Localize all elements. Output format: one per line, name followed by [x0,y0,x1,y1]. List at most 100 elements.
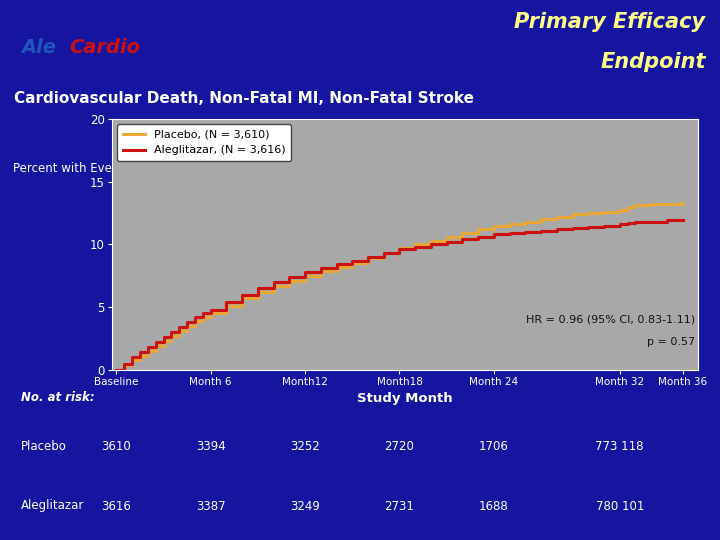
Placebo, (N = 3,610) [348,260,356,266]
Legend: Placebo, (N = 3,610), Aleglitazar, (N = 3,616): Placebo, (N = 3,610), Aleglitazar, (N = … [117,124,291,161]
Aleglitazar, (N = 3,616) [348,258,356,264]
Text: 3394: 3394 [196,440,225,453]
Text: 2731: 2731 [384,500,415,512]
Placebo, (N = 3,610) [458,230,467,237]
Placebo, (N = 3,610) [238,295,246,301]
Placebo, (N = 3,610) [135,353,144,359]
Placebo, (N = 3,610) [411,241,420,247]
Placebo, (N = 3,610) [537,216,546,222]
Aleglitazar, (N = 3,616) [301,269,310,275]
Placebo, (N = 3,610) [199,314,207,320]
Placebo, (N = 3,610) [379,250,388,256]
Placebo, (N = 3,610) [143,348,152,354]
Placebo, (N = 3,610) [490,222,498,229]
Text: HR = 0.96 (95% CI, 0.83-1.11): HR = 0.96 (95% CI, 0.83-1.11) [526,315,696,325]
Aleglitazar, (N = 3,616) [151,339,160,346]
Aleglitazar, (N = 3,616) [552,226,561,233]
Aleglitazar, (N = 3,616) [678,217,687,223]
Placebo, (N = 3,610) [175,328,184,334]
Placebo, (N = 3,610) [678,200,687,206]
Placebo, (N = 3,610) [662,200,671,207]
Text: Placebo: Placebo [22,440,67,453]
Placebo, (N = 3,610) [364,255,372,261]
Placebo, (N = 3,610) [167,333,176,339]
Placebo, (N = 3,610) [191,318,199,324]
Aleglitazar, (N = 3,616) [207,306,215,313]
Aleglitazar, (N = 3,616) [238,292,246,298]
Aleglitazar, (N = 3,616) [191,314,199,320]
Placebo, (N = 3,610) [159,338,168,345]
X-axis label: Study Month: Study Month [357,393,453,406]
Text: 2720: 2720 [384,440,415,453]
Aleglitazar, (N = 3,616) [112,367,121,373]
Placebo, (N = 3,610) [285,278,294,284]
Text: Cardiovascular Death, Non-Fatal MI, Non-Fatal Stroke: Cardiovascular Death, Non-Fatal MI, Non-… [14,91,474,106]
Aleglitazar, (N = 3,616) [285,274,294,280]
Line: Placebo, (N = 3,610): Placebo, (N = 3,610) [117,203,683,370]
Text: 780 101: 780 101 [595,500,644,512]
Aleglitazar, (N = 3,616) [183,319,192,326]
Placebo, (N = 3,610) [127,356,136,363]
Placebo, (N = 3,610) [624,204,632,210]
Aleglitazar, (N = 3,616) [143,344,152,350]
Aleglitazar, (N = 3,616) [269,279,278,285]
Aleglitazar, (N = 3,616) [616,221,624,227]
Aleglitazar, (N = 3,616) [411,244,420,250]
Aleglitazar, (N = 3,616) [253,285,262,292]
Placebo, (N = 3,610) [616,207,624,214]
Aleglitazar, (N = 3,616) [175,324,184,330]
Text: 1688: 1688 [479,500,509,512]
Aleglitazar, (N = 3,616) [167,329,176,335]
Aleglitazar, (N = 3,616) [222,299,231,305]
Text: Endpoint: Endpoint [600,52,706,72]
Placebo, (N = 3,610) [269,282,278,289]
Aleglitazar, (N = 3,616) [521,228,530,235]
Text: 3252: 3252 [290,440,320,453]
Text: 773 118: 773 118 [595,440,644,453]
Aleglitazar, (N = 3,616) [364,254,372,260]
Text: 3610: 3610 [102,440,131,453]
Text: Percent with Event: Percent with Event [13,161,124,174]
Aleglitazar, (N = 3,616) [199,310,207,316]
Text: 3387: 3387 [196,500,225,512]
Aleglitazar, (N = 3,616) [458,236,467,242]
Placebo, (N = 3,610) [568,211,577,218]
Aleglitazar, (N = 3,616) [317,265,325,272]
Aleglitazar, (N = 3,616) [600,222,608,229]
Placebo, (N = 3,610) [442,234,451,240]
Placebo, (N = 3,610) [647,201,655,207]
Aleglitazar, (N = 3,616) [395,246,404,253]
Aleglitazar, (N = 3,616) [537,227,546,234]
Placebo, (N = 3,610) [120,362,128,368]
Placebo, (N = 3,610) [521,219,530,225]
Aleglitazar, (N = 3,616) [474,234,482,240]
Text: 3249: 3249 [290,500,320,512]
Text: 1706: 1706 [479,440,509,453]
Placebo, (N = 3,610) [301,273,310,279]
Aleglitazar, (N = 3,616) [662,217,671,224]
Aleglitazar, (N = 3,616) [127,354,136,361]
Aleglitazar, (N = 3,616) [135,349,144,355]
Placebo, (N = 3,610) [151,343,160,349]
Placebo, (N = 3,610) [395,245,404,251]
Placebo, (N = 3,610) [552,213,561,220]
Aleglitazar, (N = 3,616) [568,225,577,231]
Placebo, (N = 3,610) [207,310,215,316]
Aleglitazar, (N = 3,616) [490,231,498,238]
Aleglitazar, (N = 3,616) [647,219,655,225]
Placebo, (N = 3,610) [427,238,436,244]
Text: Aleglitazar: Aleglitazar [22,500,85,512]
Aleglitazar, (N = 3,616) [120,360,128,367]
Aleglitazar, (N = 3,616) [442,239,451,245]
Text: 3616: 3616 [102,500,131,512]
Aleglitazar, (N = 3,616) [631,219,640,226]
Text: Cardio: Cardio [70,38,140,57]
Placebo, (N = 3,610) [112,367,121,373]
Placebo, (N = 3,610) [183,323,192,329]
Placebo, (N = 3,610) [600,208,608,215]
Text: No. at risk:: No. at risk: [22,391,95,404]
Placebo, (N = 3,610) [253,289,262,295]
Aleglitazar, (N = 3,616) [584,224,593,230]
Placebo, (N = 3,610) [317,267,325,274]
Text: Primary Efficacy: Primary Efficacy [515,12,706,32]
